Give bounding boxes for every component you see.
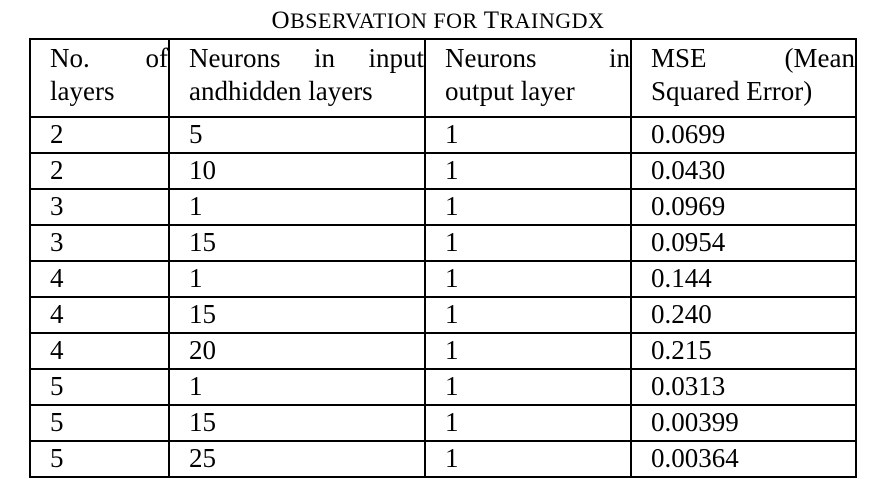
table-caption: OBSERVATION FOR TRAINGDX xyxy=(271,7,605,34)
cell-mse: 0.0313 xyxy=(630,368,857,406)
cell-layers: 5 xyxy=(29,404,170,442)
table-row: 4 1 1 0.144 xyxy=(29,260,857,298)
cell-output-neurons: 1 xyxy=(424,152,632,190)
cell-layers: 3 xyxy=(29,224,170,262)
cell-output-neurons: 1 xyxy=(424,404,632,442)
cell-mse: 0.0430 xyxy=(630,152,857,190)
table-row: 4 20 1 0.215 xyxy=(29,332,857,370)
cell-hidden-neurons: 5 xyxy=(168,116,426,154)
cell-layers: 2 xyxy=(29,152,170,190)
cell-layers: 5 xyxy=(29,440,170,478)
cell-mse: 0.215 xyxy=(630,332,857,370)
cell-mse: 0.0954 xyxy=(630,224,857,262)
cell-output-neurons: 1 xyxy=(424,440,632,478)
header-row: No. of layers Neurons in input andhidden… xyxy=(29,38,857,118)
cell-mse: 0.240 xyxy=(630,296,857,334)
cell-output-neurons: 1 xyxy=(424,296,632,334)
table-row: 3 15 1 0.0954 xyxy=(29,224,857,262)
table-row: 5 15 1 0.00399 xyxy=(29,404,857,442)
cell-mse: 0.00364 xyxy=(630,440,857,478)
cell-hidden-neurons: 10 xyxy=(168,152,426,190)
cell-hidden-neurons: 15 xyxy=(168,296,426,334)
cell-layers: 3 xyxy=(29,188,170,226)
cell-output-neurons: 1 xyxy=(424,188,632,226)
table-row: 5 1 1 0.0313 xyxy=(29,368,857,406)
header-mse: MSE (Mean Squared Error) xyxy=(630,38,857,118)
cell-layers: 4 xyxy=(29,260,170,298)
table-row: 2 10 1 0.0430 xyxy=(29,152,857,190)
cell-output-neurons: 1 xyxy=(424,368,632,406)
cell-hidden-neurons: 25 xyxy=(168,440,426,478)
cell-hidden-neurons: 1 xyxy=(168,188,426,226)
cell-hidden-neurons: 1 xyxy=(168,368,426,406)
cell-mse: 0.144 xyxy=(630,260,857,298)
observation-table: No. of layers Neurons in input andhidden… xyxy=(29,38,857,478)
cell-hidden-neurons: 15 xyxy=(168,404,426,442)
cell-layers: 4 xyxy=(29,332,170,370)
cell-mse: 0.0699 xyxy=(630,116,857,154)
cell-hidden-neurons: 20 xyxy=(168,332,426,370)
header-hidden-neurons: Neurons in input andhidden layers xyxy=(168,38,426,118)
table-row: 2 5 1 0.0699 xyxy=(29,116,857,154)
table-row: 4 15 1 0.240 xyxy=(29,296,857,334)
cell-mse: 0.00399 xyxy=(630,404,857,442)
cell-output-neurons: 1 xyxy=(424,260,632,298)
cell-output-neurons: 1 xyxy=(424,116,632,154)
cell-layers: 4 xyxy=(29,296,170,334)
cell-hidden-neurons: 1 xyxy=(168,260,426,298)
header-layers: No. of layers xyxy=(29,38,170,118)
cell-output-neurons: 1 xyxy=(424,224,632,262)
cell-mse: 0.0969 xyxy=(630,188,857,226)
header-output-neurons: Neurons in output layer xyxy=(424,38,632,118)
cell-output-neurons: 1 xyxy=(424,332,632,370)
cell-layers: 5 xyxy=(29,368,170,406)
cell-layers: 2 xyxy=(29,116,170,154)
cell-hidden-neurons: 15 xyxy=(168,224,426,262)
table-row: 3 1 1 0.0969 xyxy=(29,188,857,226)
table-row: 5 25 1 0.00364 xyxy=(29,440,857,478)
